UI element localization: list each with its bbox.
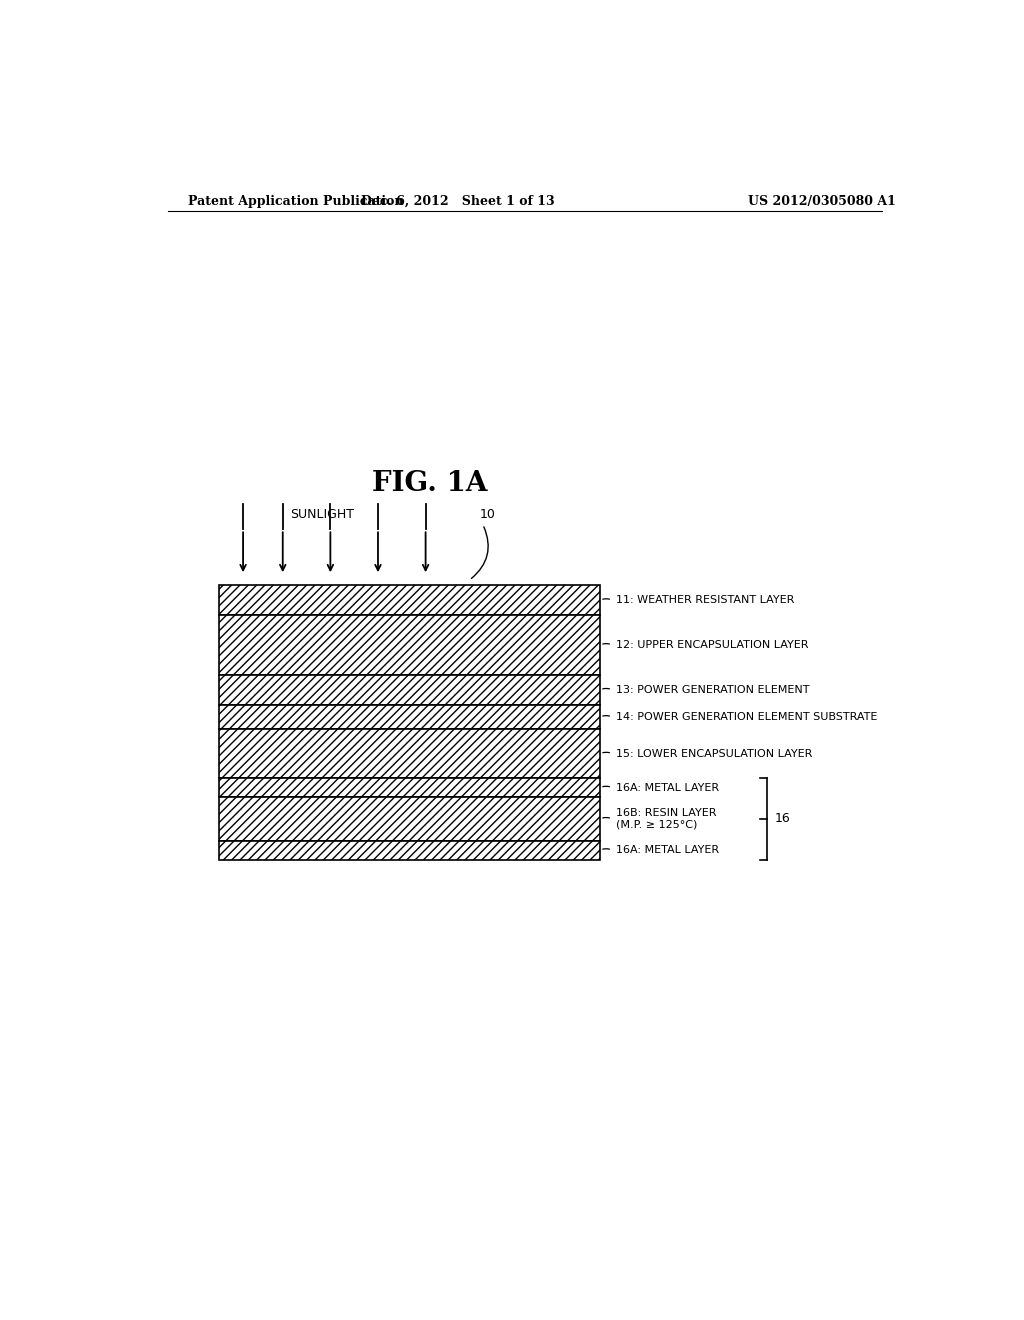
Bar (219, 729, 600, 779)
Text: 12: UPPER ENCAPSULATION LAYER: 12: UPPER ENCAPSULATION LAYER (616, 640, 809, 649)
Bar (219, 705, 600, 729)
Text: 16A: METAL LAYER: 16A: METAL LAYER (616, 845, 719, 855)
Text: 16B: RESIN LAYER
(M.P. ≥ 125°C): 16B: RESIN LAYER (M.P. ≥ 125°C) (616, 808, 717, 830)
Text: 14: POWER GENERATION ELEMENT SUBSTRATE: 14: POWER GENERATION ELEMENT SUBSTRATE (616, 711, 878, 722)
Text: Patent Application Publication: Patent Application Publication (187, 194, 403, 207)
Bar (219, 841, 600, 859)
Text: Dec. 6, 2012   Sheet 1 of 13: Dec. 6, 2012 Sheet 1 of 13 (360, 194, 554, 207)
Bar (219, 675, 600, 705)
Text: FIG. 1A: FIG. 1A (372, 470, 487, 498)
Text: 10: 10 (479, 508, 496, 521)
Text: US 2012/0305080 A1: US 2012/0305080 A1 (749, 194, 896, 207)
Text: 16A: METAL LAYER: 16A: METAL LAYER (616, 783, 719, 793)
Text: 11: WEATHER RESISTANT LAYER: 11: WEATHER RESISTANT LAYER (616, 595, 795, 606)
Text: 16: 16 (775, 812, 791, 825)
Text: 13: POWER GENERATION ELEMENT: 13: POWER GENERATION ELEMENT (616, 685, 810, 694)
Bar (219, 797, 600, 841)
Bar (219, 779, 600, 797)
Text: SUNLIGHT: SUNLIGHT (291, 508, 354, 521)
Bar (219, 615, 600, 675)
Text: 15: LOWER ENCAPSULATION LAYER: 15: LOWER ENCAPSULATION LAYER (616, 748, 812, 759)
Bar (219, 585, 600, 615)
